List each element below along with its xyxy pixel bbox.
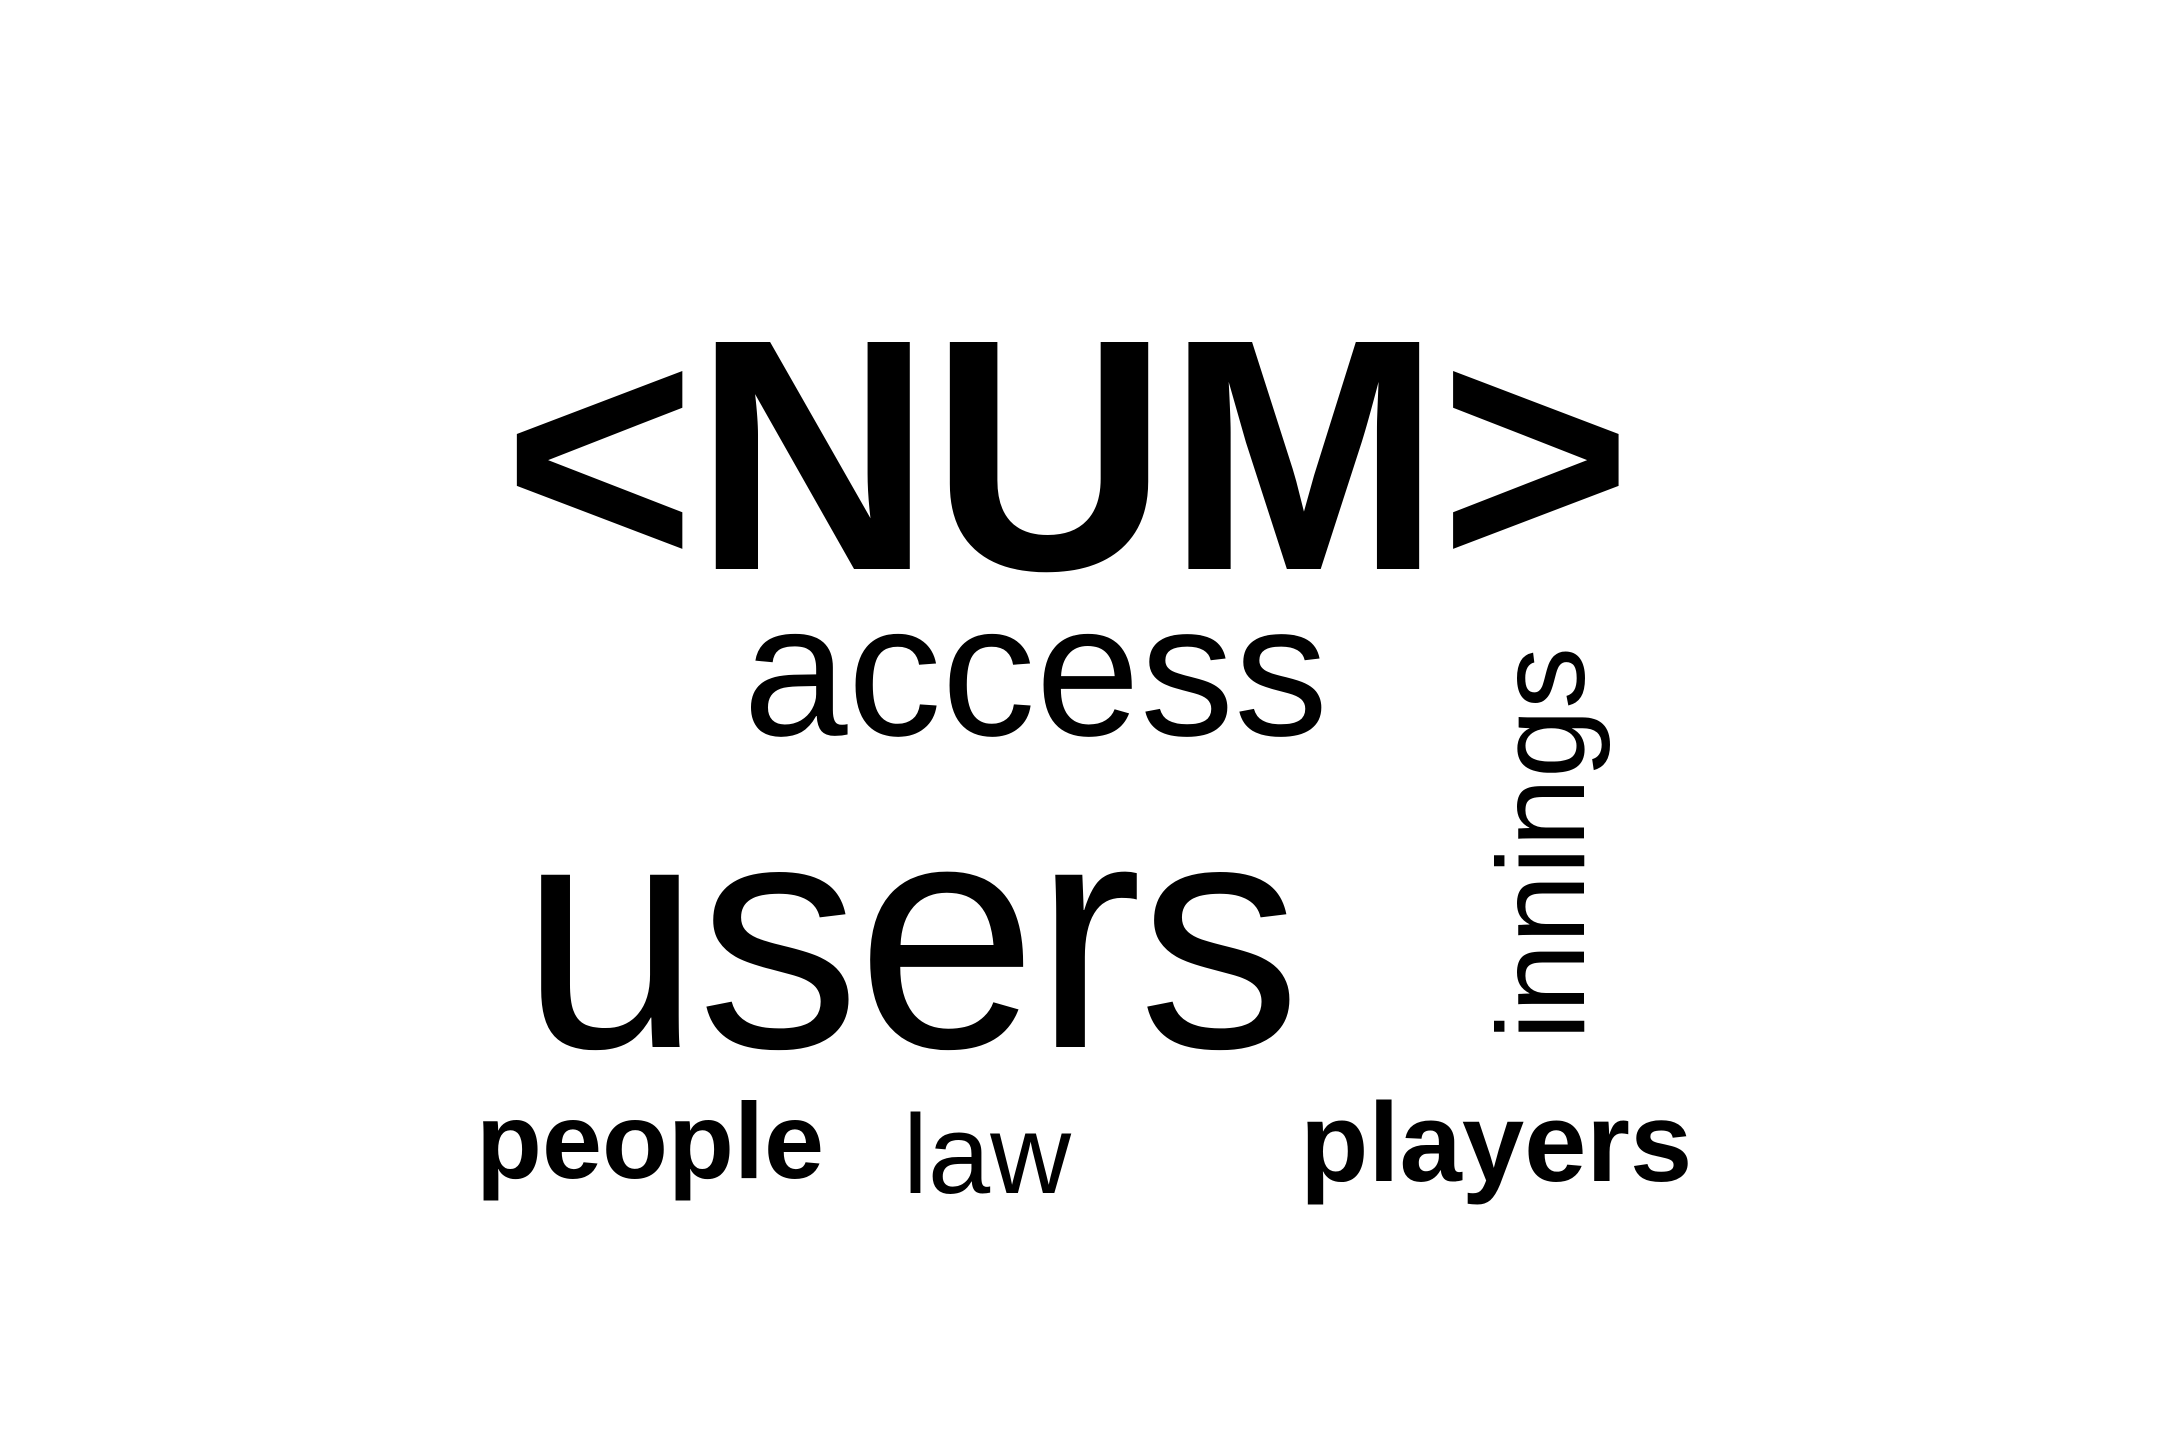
word-access: access [743,565,1329,775]
word-num: <NUM> [503,270,1632,639]
word-law: law [903,1092,1072,1217]
word-players: players [1300,1080,1693,1205]
word-people: people [476,1080,825,1201]
word-users: users [520,753,1301,1117]
word-innings: innings [1473,647,1611,1040]
